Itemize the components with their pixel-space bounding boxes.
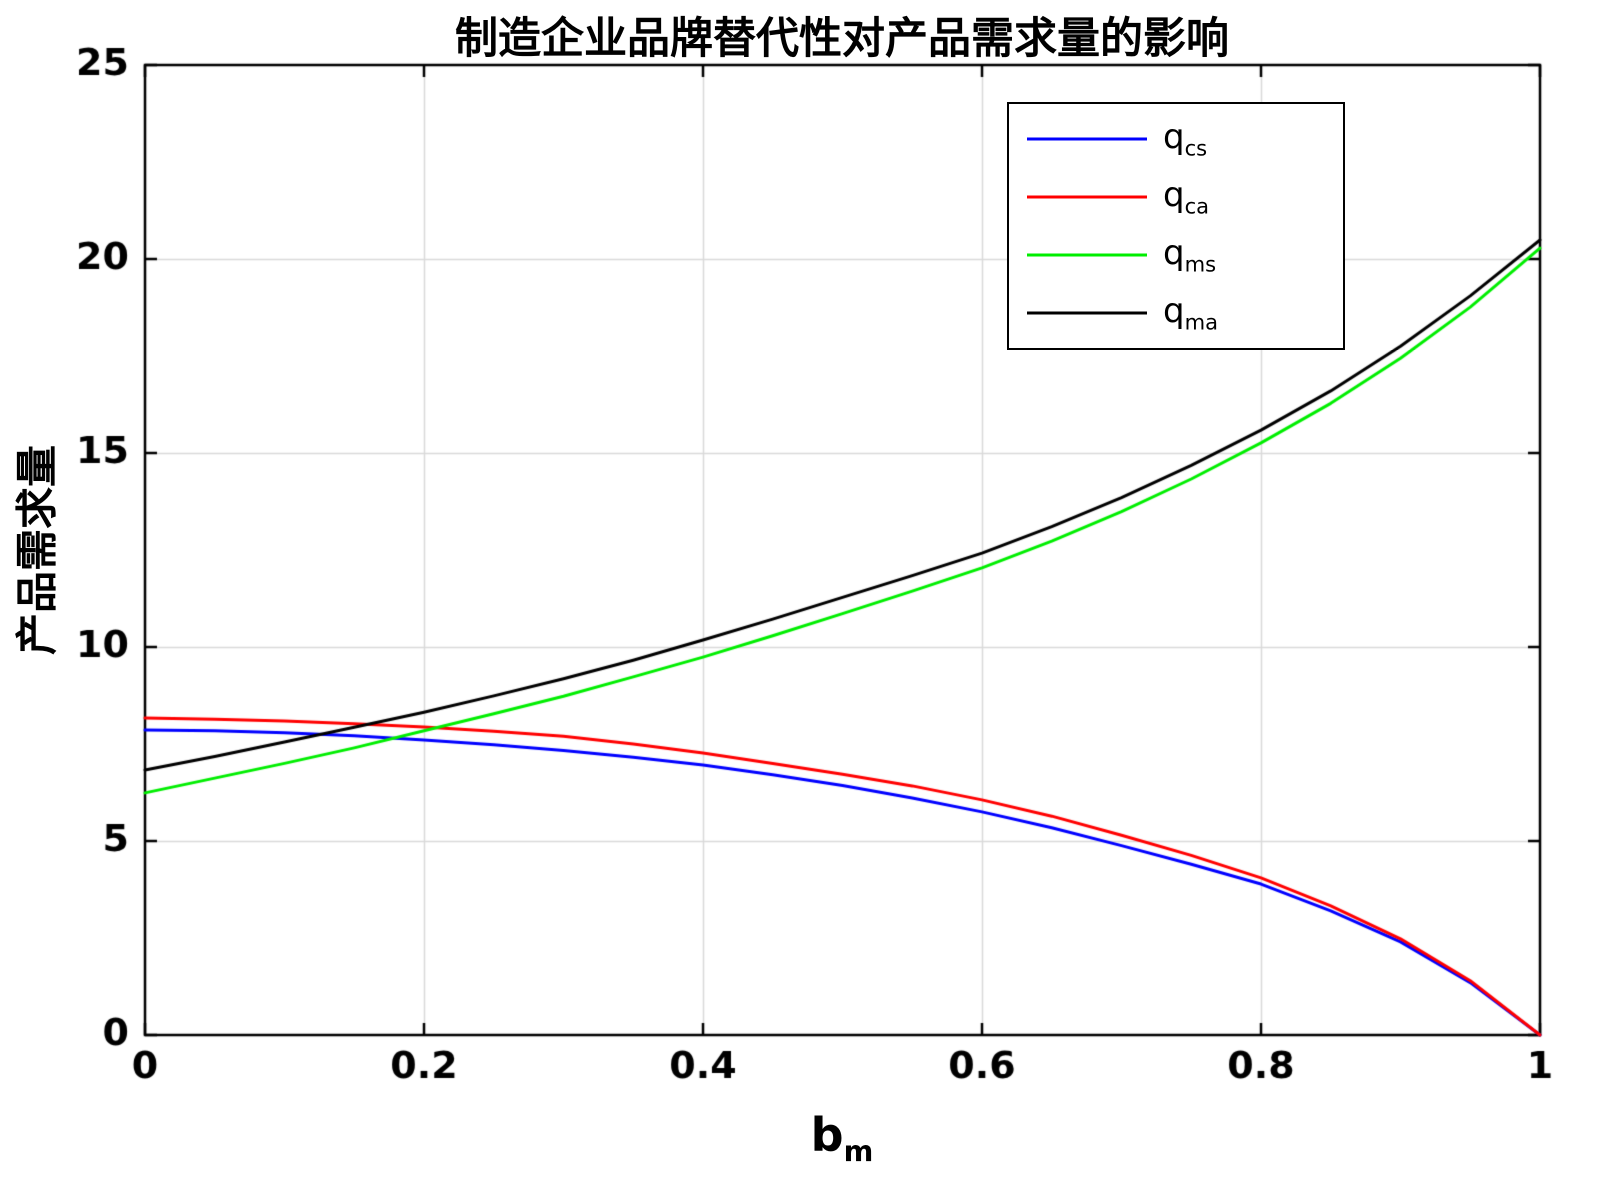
legend-line-sample-qcs bbox=[1027, 137, 1147, 141]
legend-label-main-qcs: q bbox=[1163, 116, 1185, 157]
chart-title: 制造企业品牌替代性对产品需求量的影响 bbox=[455, 14, 1229, 64]
legend-label-main-qms: q bbox=[1163, 232, 1185, 273]
legend-entry-qcs: qcs bbox=[1009, 120, 1343, 158]
legend-label-qcs: qcs bbox=[1163, 120, 1207, 158]
legend-entry-qca: qca bbox=[1009, 178, 1343, 216]
y-axis-label: 产品需求量 bbox=[12, 444, 62, 656]
legend-label-sub-qcs: cs bbox=[1184, 135, 1208, 161]
legend-label-qms: qms bbox=[1163, 236, 1216, 274]
legend-label-sub-qma: ma bbox=[1184, 309, 1219, 335]
legend: qcs qca qms qma bbox=[1007, 102, 1345, 350]
legend-label-sub-qca: ca bbox=[1184, 193, 1210, 219]
legend-entry-qma: qma bbox=[1009, 294, 1343, 332]
x-axis-label-main: b bbox=[810, 1108, 844, 1162]
legend-label-qma: qma bbox=[1163, 294, 1218, 332]
legend-label-qca: qca bbox=[1163, 178, 1209, 216]
legend-line-sample-qms bbox=[1027, 253, 1147, 257]
legend-line-sample-qca bbox=[1027, 195, 1147, 199]
legend-line-sample-qma bbox=[1027, 311, 1147, 315]
legend-label-sub-qms: ms bbox=[1184, 251, 1217, 277]
x-axis-label: bm bbox=[811, 1108, 874, 1168]
x-axis-label-sub: m bbox=[843, 1134, 874, 1168]
legend-label-main-qma: q bbox=[1163, 290, 1185, 331]
legend-entry-qms: qms bbox=[1009, 236, 1343, 274]
legend-label-main-qca: q bbox=[1163, 174, 1185, 215]
